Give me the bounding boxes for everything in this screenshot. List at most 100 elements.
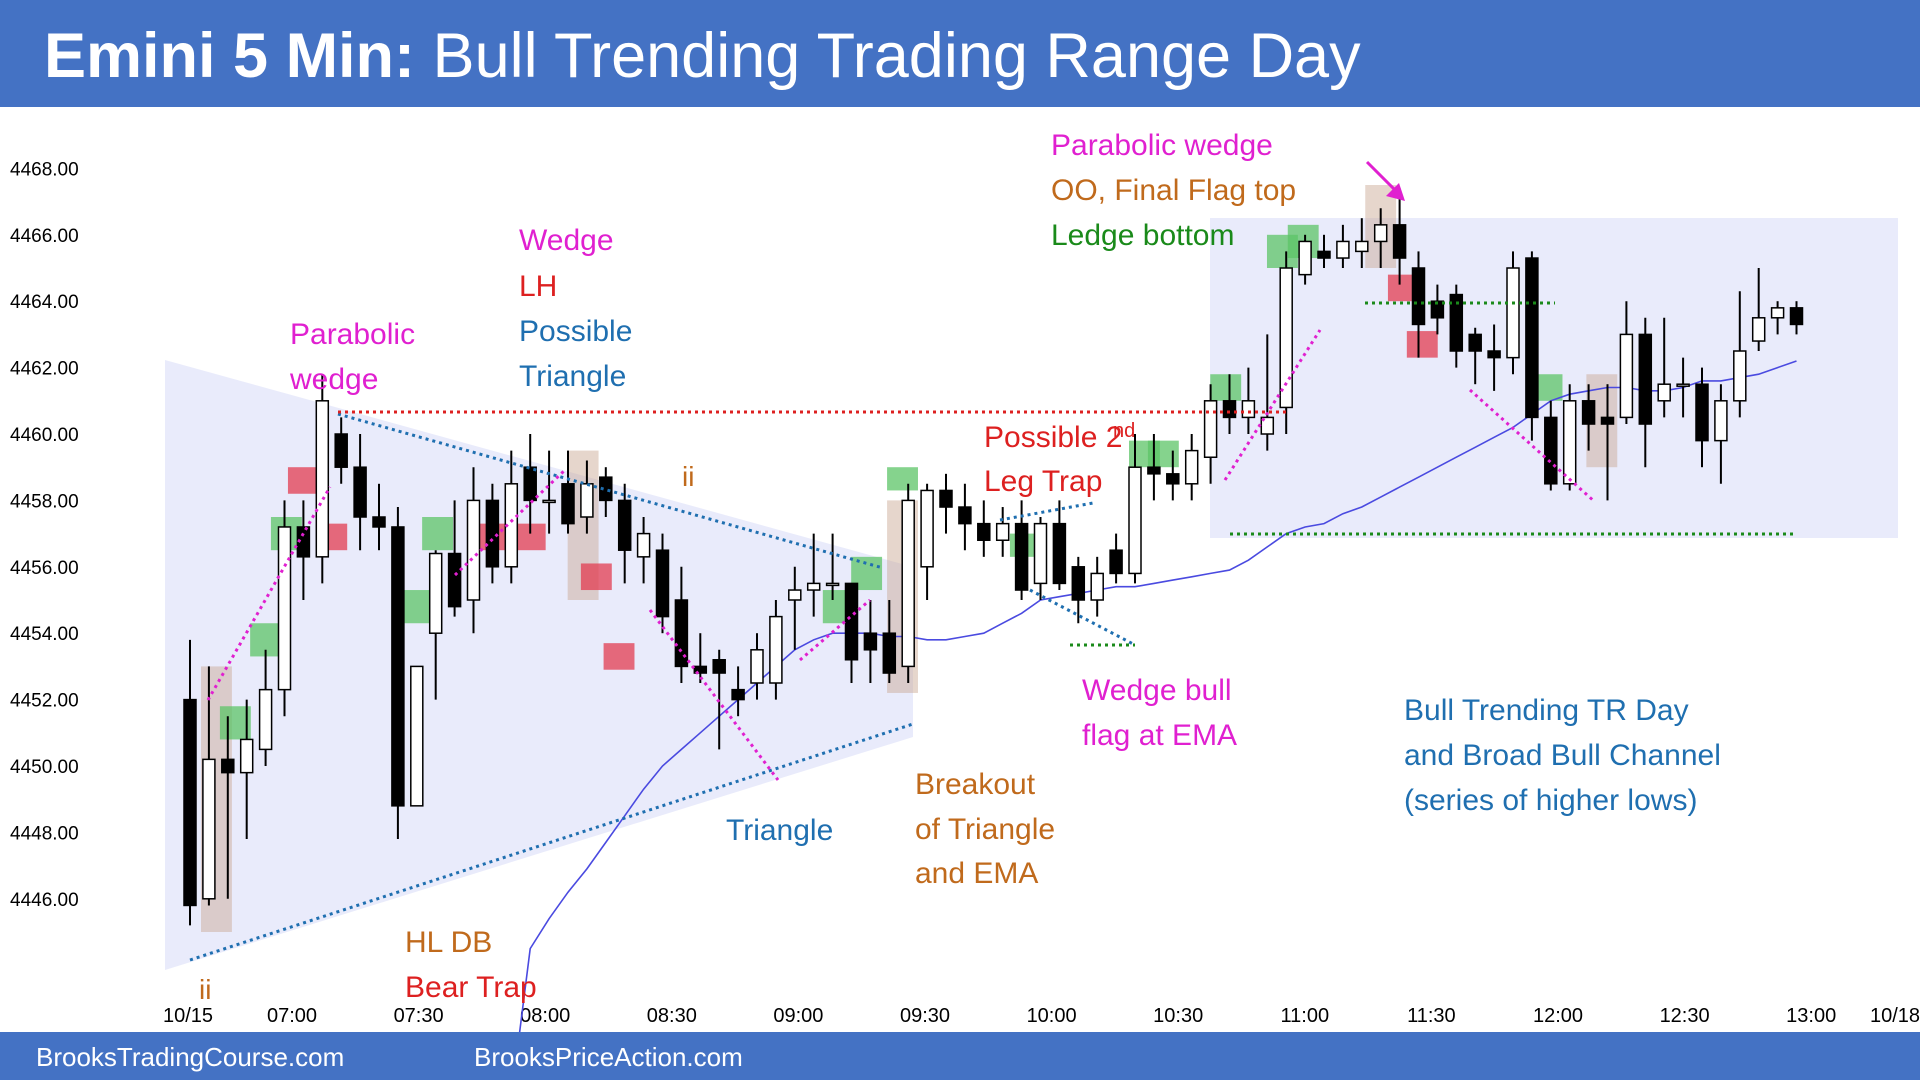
- bear-signal-box: [1406, 331, 1438, 358]
- y-tick-label: 4450.00: [10, 757, 79, 778]
- annotation-wedge-lh: Wedge: [519, 224, 614, 257]
- bear-candle: [1600, 416, 1615, 425]
- bear-candle: [1222, 400, 1237, 419]
- bear-candle: [183, 698, 197, 907]
- bear-candle: [1789, 307, 1804, 326]
- bull-candle: [1279, 267, 1293, 409]
- bear-signal-box: [287, 467, 319, 494]
- bear-candle: [372, 516, 386, 528]
- bull-candle: [1733, 350, 1747, 402]
- bear-candle: [1411, 267, 1426, 326]
- annotation-broad-bull-channel: and Broad Bull Channel: [1404, 739, 1721, 772]
- annotation-possible-2: Possible 2: [984, 421, 1122, 454]
- bear-candle: [221, 758, 235, 774]
- bear-candle: [693, 665, 708, 674]
- bear-candle: [977, 522, 991, 541]
- title-banner: Emini 5 Min: Bull Trending Trading Range…: [0, 0, 1920, 107]
- annotation-and-ema: and EMA: [915, 857, 1038, 890]
- bear-candle: [447, 552, 462, 608]
- bull-candle: [769, 615, 783, 684]
- annotation-nd-superscript: nd: [1113, 420, 1135, 442]
- annotation-leg-trap: Leg Trap: [984, 465, 1102, 498]
- annotation-of-triangle: of Triangle: [915, 813, 1055, 846]
- bull-candle: [1336, 240, 1350, 259]
- y-tick-label: 4454.00: [10, 624, 79, 645]
- bull-signal-box: [1210, 374, 1242, 401]
- bear-candle: [334, 433, 348, 468]
- bear-candle: [655, 549, 670, 618]
- bear-candle: [712, 659, 726, 674]
- arrow-head-icon: [1386, 183, 1405, 201]
- bear-candle: [1468, 333, 1482, 352]
- title-rest: Bull Trending Trading Range Day: [432, 21, 1361, 91]
- y-tick-label: 4468.00: [10, 159, 79, 180]
- x-tick-label: 10/18: [1870, 1005, 1920, 1027]
- triangle-region: [165, 360, 913, 970]
- wedge-line: [799, 598, 871, 662]
- bull-candle: [1241, 400, 1256, 419]
- x-tick-label: 12:30: [1660, 1005, 1710, 1027]
- annotation-breakout: Breakout: [915, 768, 1036, 801]
- bear-candle: [599, 476, 613, 502]
- wedge-upper-trendline: [999, 501, 1094, 522]
- wedge-line: [1223, 329, 1322, 481]
- ema-line: [518, 360, 1797, 1032]
- bull-candle: [1355, 240, 1369, 253]
- bull-candle: [1657, 383, 1671, 402]
- y-tick-label: 4464.00: [10, 292, 79, 313]
- annotation-triangle: Triangle: [726, 814, 833, 847]
- bear-candle: [731, 688, 745, 701]
- x-tick-label: 09:30: [900, 1005, 950, 1027]
- annotation-ledge-bottom: Ledge bottom: [1051, 219, 1234, 252]
- bull-candle: [901, 499, 915, 668]
- annotation-ii: ii: [682, 461, 694, 492]
- annotation-possible: Possible: [519, 315, 632, 348]
- bull-candle: [1770, 307, 1785, 319]
- page-title: Emini 5 Min: Bull Trending Trading Range…: [44, 18, 1361, 94]
- triangle-lower-trendline: [189, 722, 914, 962]
- bear-signal-box: [580, 563, 612, 591]
- bull-candle: [1184, 449, 1199, 485]
- bull-candle: [1373, 224, 1388, 243]
- wedge-lower-trendline: [1029, 588, 1136, 647]
- bull-candle: [1298, 240, 1312, 276]
- bull-candle: [239, 738, 254, 774]
- annotation-lh: LH: [519, 270, 557, 303]
- bull-candle: [825, 582, 840, 587]
- annotation-parabolic-wedge: Parabolic wedge: [1051, 129, 1273, 162]
- bear-candle: [296, 526, 311, 558]
- bear-candle: [1581, 400, 1596, 425]
- bull-candle: [920, 489, 934, 568]
- footer-right-site: BrooksPriceAction.com: [474, 1042, 743, 1072]
- bear-candle: [1317, 250, 1331, 259]
- annotation-hl-db: HL DB: [405, 926, 492, 959]
- bull-signal-box: [219, 706, 251, 740]
- bull-candle: [580, 483, 594, 518]
- wedge-line: [206, 486, 332, 701]
- bull-candle: [1506, 267, 1520, 359]
- bull-candle: [1260, 416, 1275, 435]
- annotation-parabolic: Parabolic: [290, 318, 415, 351]
- x-tick-label: 07:00: [267, 1005, 317, 1027]
- bear-candle: [1449, 293, 1464, 352]
- annotation-wedge-bull: Wedge bull: [1082, 674, 1232, 707]
- bull-candle: [410, 665, 424, 807]
- y-tick-label: 4446.00: [10, 890, 79, 911]
- bull-candle: [1203, 400, 1218, 458]
- bear-candle: [391, 526, 405, 807]
- bear-candle: [1430, 300, 1445, 319]
- bear-signal-box: [603, 643, 635, 670]
- bull-candle: [277, 526, 292, 691]
- bull-signal-box: [1147, 440, 1179, 468]
- bear-candle: [1014, 522, 1029, 591]
- bear-candle: [485, 499, 500, 568]
- x-tick-label: 08:30: [647, 1005, 697, 1027]
- bull-candle: [806, 582, 821, 591]
- y-tick-label: 4452.00: [10, 691, 79, 712]
- title-bold: Emini 5 Min:: [44, 21, 416, 91]
- bear-candle: [882, 632, 897, 674]
- bull-candle: [1619, 333, 1634, 419]
- bear-candle: [844, 582, 859, 661]
- bear-candle: [1695, 383, 1709, 442]
- bull-signal-box: [887, 467, 918, 491]
